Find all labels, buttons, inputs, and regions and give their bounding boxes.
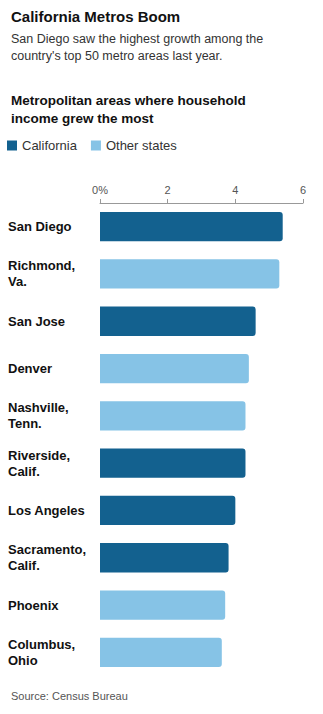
svg-text:California: California xyxy=(22,138,78,153)
svg-text:country's top 50 metro areas l: country's top 50 metro areas last year. xyxy=(11,49,223,63)
svg-text:Phoenix: Phoenix xyxy=(8,598,59,613)
svg-text:6: 6 xyxy=(300,184,306,196)
svg-text:San Diego saw the highest grow: San Diego saw the highest growth among t… xyxy=(11,32,267,46)
svg-text:Columbus,: Columbus, xyxy=(8,637,79,652)
svg-text:San Jose: San Jose xyxy=(8,314,65,329)
svg-text:income grew the most: income grew the most xyxy=(11,111,154,126)
svg-text:San Diego: San Diego xyxy=(8,219,72,234)
svg-text:Nashville,: Nashville, xyxy=(8,400,72,415)
svg-text:Va.: Va. xyxy=(8,274,27,289)
svg-text:Source: Census Bureau: Source: Census Bureau xyxy=(11,690,128,702)
svg-text:Calif.: Calif. xyxy=(8,558,40,573)
svg-text:Richmond,: Richmond, xyxy=(8,258,79,273)
svg-text:Calif.: Calif. xyxy=(8,464,40,479)
svg-text:Ohio: Ohio xyxy=(8,653,38,668)
svg-text:Metropolitan areas where house: Metropolitan areas where household xyxy=(11,93,250,108)
svg-text:Denver: Denver xyxy=(8,361,52,376)
svg-text:California Metros Boom: California Metros Boom xyxy=(11,8,180,25)
svg-text:Other states: Other states xyxy=(106,138,177,153)
svg-text:0%: 0% xyxy=(92,184,108,196)
svg-text:2: 2 xyxy=(165,184,171,196)
svg-text:Los Angeles: Los Angeles xyxy=(8,503,85,518)
svg-text:4: 4 xyxy=(232,184,238,196)
svg-text:Tenn.: Tenn. xyxy=(8,416,42,431)
svg-text:Riverside,: Riverside, xyxy=(8,448,74,463)
svg-text:Sacramento,: Sacramento, xyxy=(8,542,90,557)
